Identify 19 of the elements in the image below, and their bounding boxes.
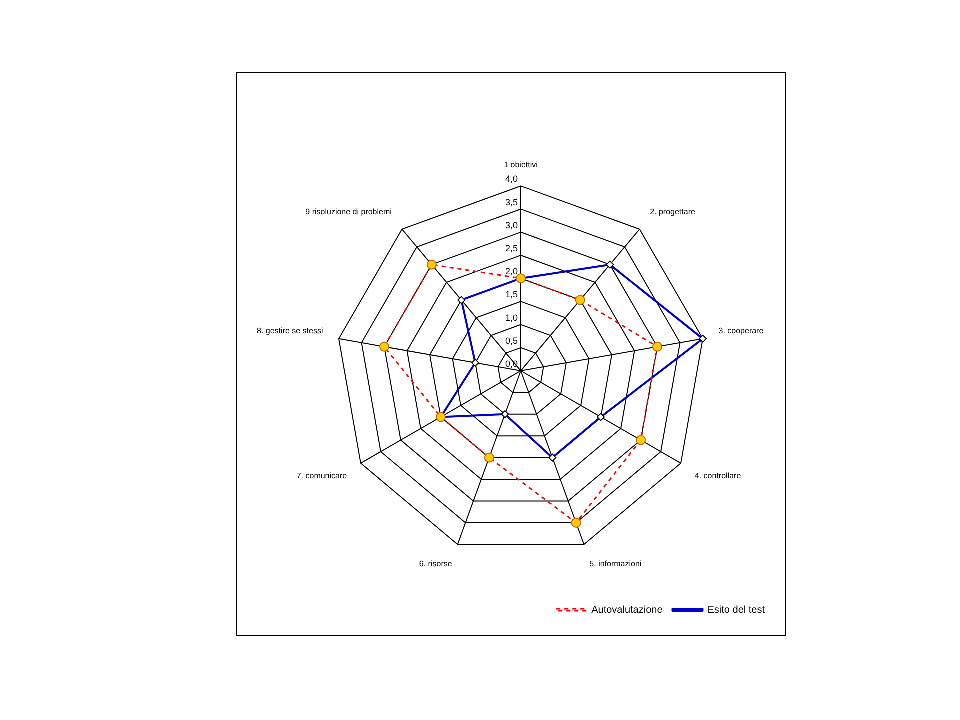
spoke-label: 9 risoluzione di problemi — [306, 208, 392, 217]
spoke-label: 3. cooperare — [718, 326, 764, 336]
spoke-label: 7. comunicare — [296, 471, 348, 480]
spoke-label: 6. risorse — [419, 560, 453, 569]
y-tick-label: 4,0 — [505, 174, 518, 184]
spoke-label: 4. controllare — [694, 471, 742, 480]
legend-label: Esito del test — [708, 604, 766, 616]
y-tick-label: 2,0 — [505, 266, 518, 277]
spoke-label: 1 obiettivi — [504, 160, 538, 170]
y-tick-label: 3,5 — [505, 197, 518, 208]
spoke-label: 5. informazioni — [590, 560, 642, 569]
y-tick-label: 2,5 — [505, 243, 518, 254]
y-tick-label: 1,5 — [505, 290, 518, 300]
legend-label: Autovalutazione — [592, 604, 664, 616]
spoke-label: 8. gestire se stessi — [257, 326, 324, 336]
spoke-label: 2. progettare — [650, 208, 696, 217]
y-tick-label: 3,0 — [505, 220, 518, 230]
y-tick-label: 0,5 — [505, 336, 518, 346]
y-tick-label: 1,0 — [505, 312, 518, 323]
